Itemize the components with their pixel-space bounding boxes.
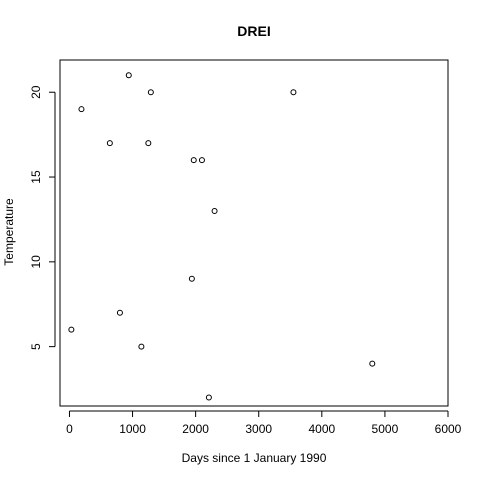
data-point [211,207,218,214]
x-tick-label: 5000 [372,422,399,436]
y-tick-label: 10 [29,255,43,269]
y-tick-label: 15 [29,170,43,184]
data-point [369,360,376,367]
data-point [147,89,154,96]
plot-frame [59,59,449,407]
data-point [198,157,205,164]
x-tick-label: 2000 [182,422,209,436]
y-tick-label: 5 [29,343,43,350]
data-point [290,89,297,96]
data-point [116,309,123,316]
data-point [78,106,85,113]
chart-title: DREI [237,23,270,39]
data-point [125,72,132,79]
y-axis-label: Temperature [2,198,16,266]
y-axis: 5 10 15 20 [29,85,56,350]
x-tick-label: 0 [66,422,73,436]
x-tick-label: 4000 [308,422,335,436]
x-axis: 0 1000 2000 3000 4000 5000 6000 [66,410,462,436]
data-points [68,72,376,401]
y-tick-label: 20 [29,85,43,99]
x-tick-label: 6000 [435,422,462,436]
data-point [205,394,212,401]
data-point [106,140,113,147]
data-point [188,275,195,282]
x-tick-label: 3000 [245,422,272,436]
data-point [145,140,152,147]
data-point [138,343,145,350]
x-tick-label: 1000 [119,422,146,436]
data-point [68,326,75,333]
data-point [190,157,197,164]
x-axis-label: Days since 1 January 1990 [182,451,327,465]
